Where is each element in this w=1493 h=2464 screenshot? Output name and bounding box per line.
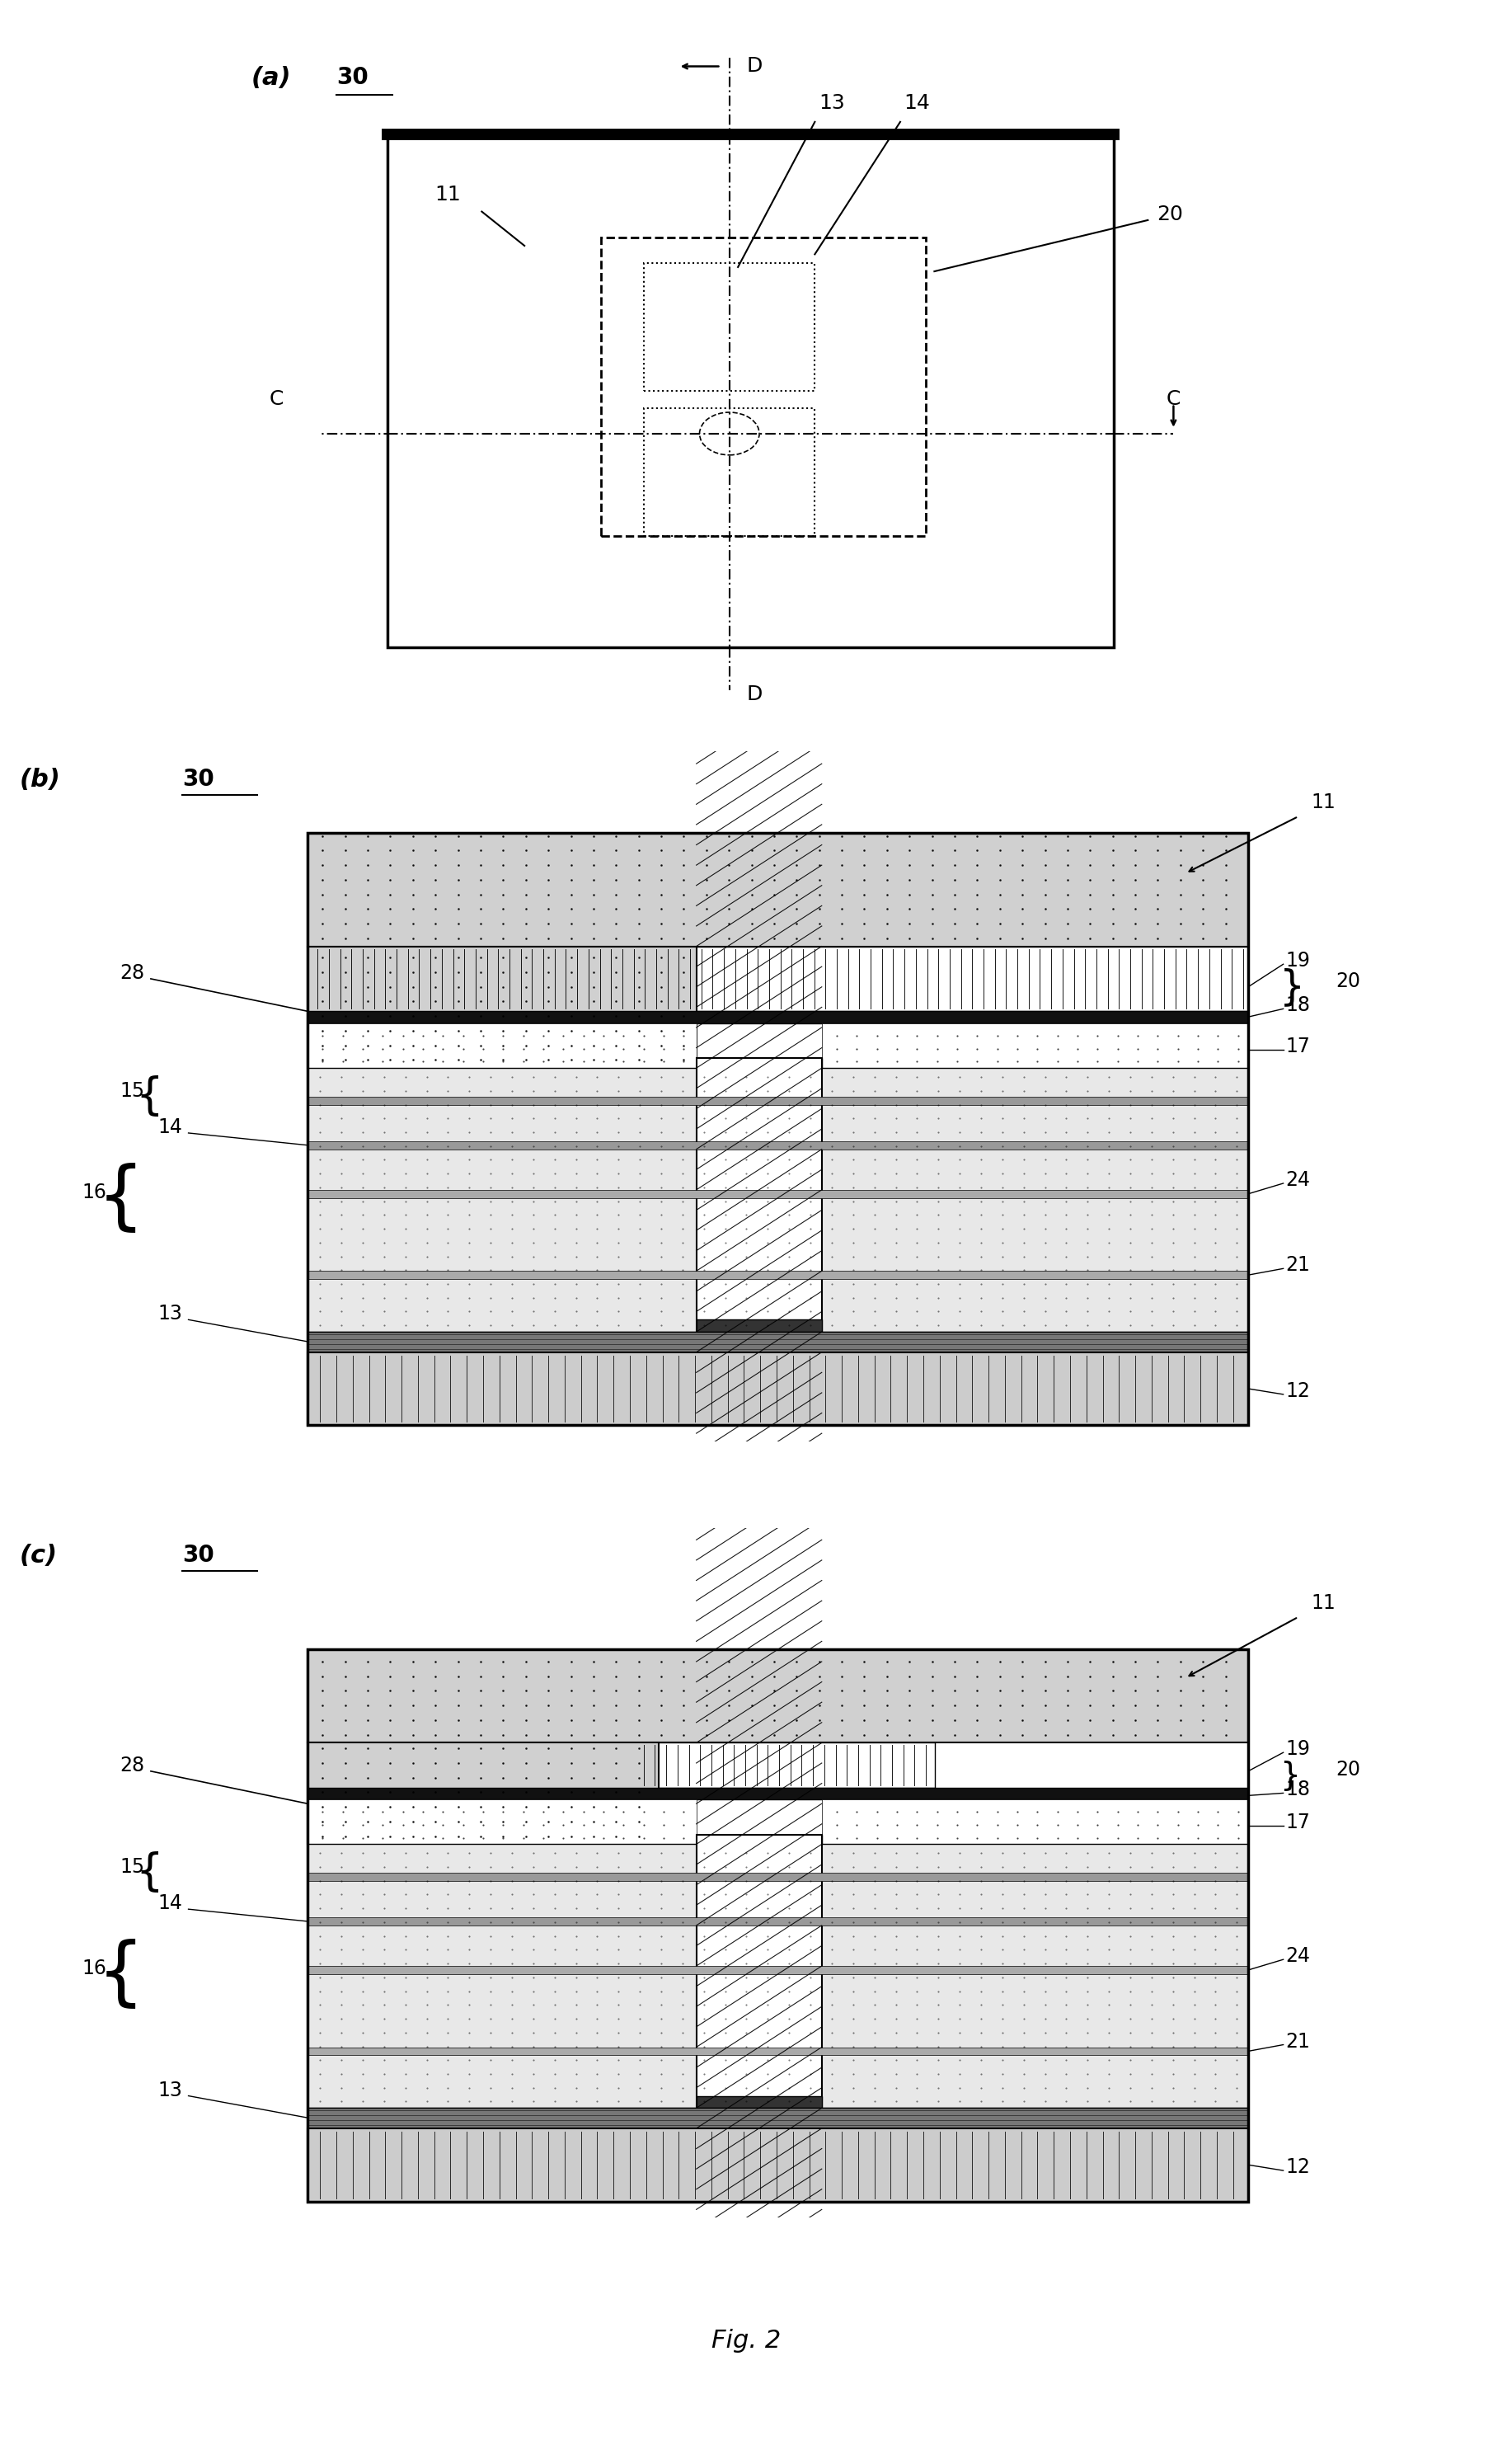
Bar — [308, 2109, 1248, 2129]
Text: 20: 20 — [1157, 205, 1182, 224]
Text: (a): (a) — [251, 67, 291, 91]
Text: 12: 12 — [1285, 2158, 1311, 2178]
Bar — [308, 1873, 1248, 1880]
Text: D: D — [746, 685, 763, 705]
Bar — [308, 833, 1248, 1424]
Bar — [821, 1023, 1248, 1067]
Bar — [308, 1966, 1248, 1974]
Text: 17: 17 — [1285, 1814, 1311, 1833]
Bar — [602, 237, 926, 537]
Bar — [308, 1353, 1248, 1424]
Bar — [696, 1836, 821, 2109]
Bar — [643, 264, 815, 392]
Text: Fig. 2: Fig. 2 — [712, 2328, 781, 2353]
Bar — [308, 1843, 1248, 2109]
Text: 17: 17 — [1285, 1037, 1311, 1057]
Text: 19: 19 — [1285, 1740, 1311, 1759]
Bar — [308, 1141, 1248, 1148]
Text: 20: 20 — [1336, 1759, 1360, 1779]
Bar — [308, 1648, 1248, 1742]
Bar — [308, 1023, 696, 1067]
Text: 30: 30 — [182, 769, 213, 791]
Text: 15: 15 — [119, 1082, 145, 1101]
Text: {: { — [136, 1850, 163, 1895]
Bar — [308, 1799, 696, 1843]
Text: 11: 11 — [434, 185, 461, 205]
Text: {: { — [136, 1074, 163, 1119]
Text: 18: 18 — [1285, 1779, 1311, 1799]
Text: 28: 28 — [119, 963, 145, 983]
Bar — [308, 2048, 1248, 2055]
Text: 21: 21 — [1285, 2030, 1311, 2050]
Text: 21: 21 — [1285, 1254, 1311, 1274]
Text: 16: 16 — [82, 1183, 107, 1202]
Bar — [308, 1067, 1248, 1333]
Text: D: D — [746, 57, 763, 76]
Text: 18: 18 — [1285, 995, 1311, 1015]
Text: 11: 11 — [1311, 793, 1335, 813]
Bar — [633, 1742, 935, 1786]
Bar — [308, 946, 696, 1067]
Text: 14: 14 — [158, 1116, 182, 1136]
Bar — [308, 1333, 1248, 1353]
Bar — [388, 136, 1114, 648]
Bar — [308, 833, 1248, 946]
Bar — [308, 1648, 1248, 2200]
Text: (b): (b) — [19, 769, 60, 791]
Text: 14: 14 — [905, 94, 930, 113]
Text: 14: 14 — [158, 1892, 182, 1912]
Text: (c): (c) — [19, 1545, 57, 1567]
Bar — [308, 1010, 1248, 1023]
Bar — [696, 1060, 821, 1333]
Bar — [308, 946, 1248, 1010]
Text: }: } — [1280, 1759, 1300, 1791]
Bar — [308, 1271, 1248, 1279]
Text: C: C — [1166, 389, 1181, 409]
Text: 13: 13 — [158, 2080, 182, 2099]
Bar — [696, 1836, 821, 1843]
Bar — [308, 2129, 1248, 2200]
Text: 20: 20 — [1336, 971, 1360, 991]
Text: 13: 13 — [158, 1303, 182, 1323]
Text: }: } — [1280, 966, 1305, 1008]
Text: 24: 24 — [1285, 1947, 1311, 1966]
Bar — [696, 1060, 821, 1067]
Text: 15: 15 — [119, 1858, 145, 1878]
Bar — [308, 1096, 1248, 1104]
Text: 16: 16 — [82, 1959, 107, 1979]
Bar — [308, 1917, 1248, 1924]
Bar — [308, 1742, 658, 1843]
Bar — [696, 2097, 821, 2109]
Bar — [643, 409, 815, 537]
Text: 11: 11 — [1311, 1594, 1335, 1614]
Text: 13: 13 — [818, 94, 845, 113]
Bar — [696, 1321, 821, 1333]
Text: 24: 24 — [1285, 1170, 1311, 1190]
Text: 28: 28 — [119, 1754, 145, 1774]
Text: 12: 12 — [1285, 1382, 1311, 1402]
Text: 30: 30 — [182, 1545, 213, 1567]
Bar — [308, 1190, 1248, 1198]
Text: 30: 30 — [336, 67, 369, 89]
Text: C: C — [270, 389, 284, 409]
Bar — [821, 1799, 1248, 1843]
Bar — [308, 1786, 1248, 1799]
Text: {: { — [97, 1937, 145, 2011]
Text: 19: 19 — [1285, 951, 1311, 971]
Text: {: { — [97, 1161, 145, 1234]
